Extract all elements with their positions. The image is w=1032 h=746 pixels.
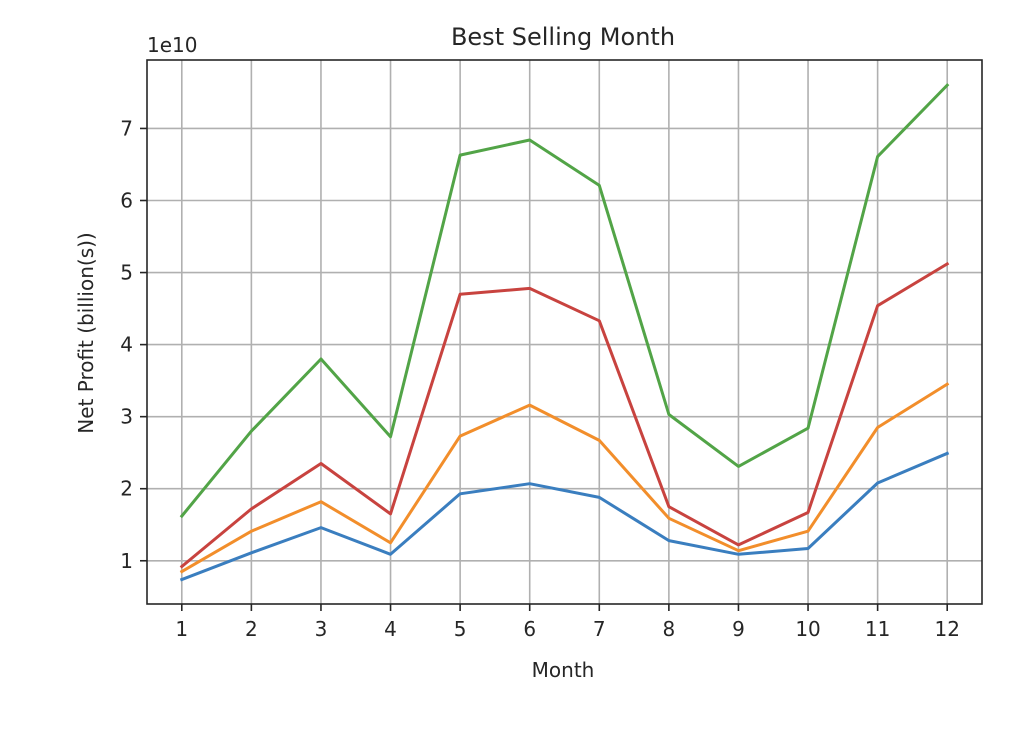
series-lines bbox=[179, 83, 950, 582]
y-tick-label: 7 bbox=[120, 116, 133, 140]
series-line-4 bbox=[179, 83, 950, 519]
x-tick-label: 8 bbox=[663, 617, 676, 641]
chart-title: Best Selling Month bbox=[451, 23, 675, 51]
x-axis-label: Month bbox=[532, 658, 595, 682]
x-tick-label: 7 bbox=[593, 617, 606, 641]
x-tick-label: 5 bbox=[454, 617, 467, 641]
y-axis-label: Net Profit (billion(s)) bbox=[74, 232, 98, 433]
y-tick-label: 2 bbox=[120, 477, 133, 501]
x-tick-label: 12 bbox=[934, 617, 959, 641]
y-tick-label: 4 bbox=[120, 333, 133, 357]
plot-frame bbox=[146, 59, 983, 605]
y-tick-label: 1 bbox=[120, 549, 133, 573]
x-tick-label: 1 bbox=[175, 617, 188, 641]
series-line-3 bbox=[179, 261, 950, 569]
x-tick-label: 9 bbox=[732, 617, 745, 641]
x-tick-label: 3 bbox=[315, 617, 328, 641]
x-tick-label: 10 bbox=[795, 617, 820, 641]
x-tick-label: 11 bbox=[865, 617, 890, 641]
y-offset-label: 1e10 bbox=[147, 33, 197, 57]
series-line-1 bbox=[179, 451, 950, 582]
x-tick-label: 4 bbox=[384, 617, 397, 641]
grid-lines bbox=[147, 60, 982, 604]
y-tick-label: 6 bbox=[120, 189, 133, 213]
x-tick-label: 2 bbox=[245, 617, 258, 641]
y-tick-label: 3 bbox=[120, 405, 133, 429]
x-tick-label: 6 bbox=[523, 617, 536, 641]
series-line-2 bbox=[179, 382, 950, 574]
y-tick-label: 5 bbox=[120, 261, 133, 285]
